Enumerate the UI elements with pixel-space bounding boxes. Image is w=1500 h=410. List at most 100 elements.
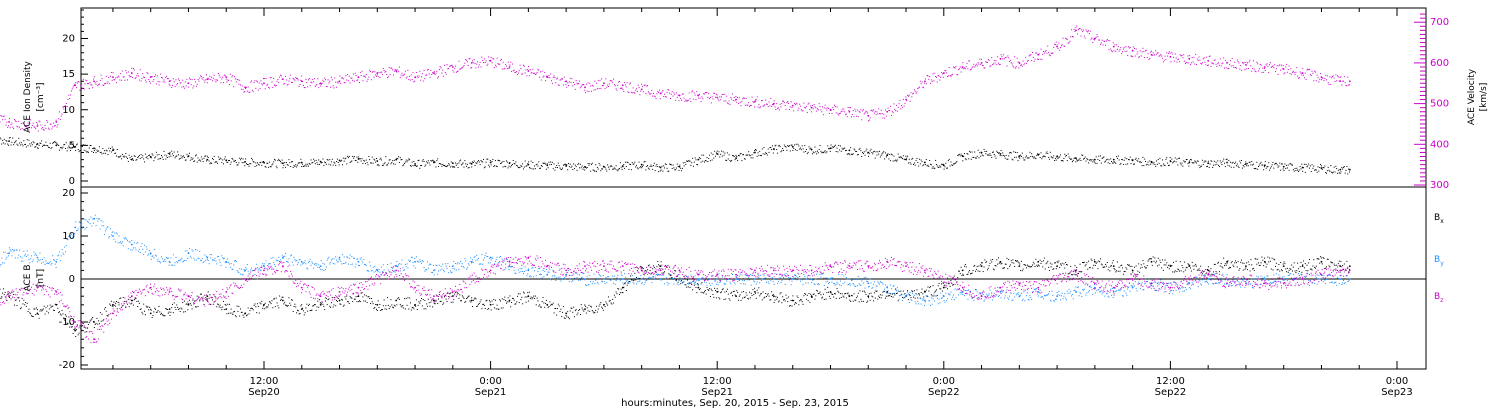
bx-sample <box>64 319 66 321</box>
bx-sample <box>112 305 114 307</box>
density-sample <box>636 167 638 169</box>
density-point <box>281 162 284 165</box>
velocity-sample <box>189 78 191 80</box>
velocity-sample <box>449 65 451 67</box>
bx-sample <box>305 307 307 309</box>
density-sample <box>1313 165 1315 167</box>
density-sample <box>1031 153 1033 155</box>
density-sample <box>1255 168 1257 170</box>
density-sample <box>234 160 236 162</box>
bx-sample <box>372 303 374 305</box>
density-sample <box>53 141 55 143</box>
velocity-sample <box>116 77 118 79</box>
bx-sample <box>59 313 61 315</box>
bx-sample <box>173 302 175 304</box>
density-sample <box>471 166 473 168</box>
bx-sample <box>1078 271 1080 273</box>
bx-sample <box>299 312 301 314</box>
bx-sample <box>302 310 304 312</box>
bx-sample <box>42 308 44 310</box>
velocity-sample <box>1297 75 1299 77</box>
bx-sample <box>602 307 604 309</box>
density-sample <box>520 164 522 166</box>
bx-sample <box>160 312 162 314</box>
bx-point <box>489 303 492 306</box>
density-sample <box>430 160 432 162</box>
density-sample <box>1257 168 1259 170</box>
velocity-sample <box>127 71 129 73</box>
density-sample <box>938 166 940 168</box>
density-sample <box>113 149 115 151</box>
density-sample <box>939 165 941 167</box>
velocity-sample <box>340 83 342 85</box>
density-sample <box>414 165 416 167</box>
velocity-sample <box>1191 57 1193 59</box>
bx-sample <box>895 288 897 290</box>
bx-sample <box>866 301 868 303</box>
density-sample <box>1185 159 1187 161</box>
density-sample <box>168 156 170 158</box>
bx-sample <box>56 304 58 306</box>
density-sample <box>1307 165 1309 167</box>
bx-point <box>1282 265 1285 267</box>
density-point <box>357 158 360 160</box>
velocity-sample <box>616 89 618 91</box>
velocity-sample <box>629 83 631 85</box>
velocity-sample <box>1084 37 1086 39</box>
density-sample <box>1263 166 1265 168</box>
density-sample <box>970 158 972 160</box>
bx-sample <box>100 320 102 322</box>
velocity-sample <box>279 74 281 76</box>
bx-sample <box>201 297 203 299</box>
density-sample <box>257 162 259 164</box>
velocity-sample <box>885 115 887 117</box>
density-sample <box>909 162 911 164</box>
bx-sample <box>281 296 283 298</box>
density-sample <box>358 156 360 158</box>
velocity-sample <box>935 76 937 78</box>
velocity-sample <box>142 73 144 75</box>
bx-sample <box>836 288 838 290</box>
velocity-sample <box>6 121 8 123</box>
velocity-sample <box>536 72 538 74</box>
density-sample <box>1309 167 1311 169</box>
velocity-point <box>1282 68 1285 70</box>
bx-point <box>1301 265 1304 267</box>
density-sample <box>1263 169 1265 171</box>
density-sample <box>1167 162 1169 164</box>
velocity-sample <box>773 100 775 102</box>
velocity-sample <box>321 82 323 84</box>
bx-sample <box>743 291 745 293</box>
velocity-sample <box>661 91 663 93</box>
density-sample <box>658 171 660 173</box>
density-sample <box>1115 162 1117 164</box>
density-sample <box>613 167 615 169</box>
velocity-sample <box>503 68 505 70</box>
density-sample <box>27 145 29 147</box>
density-sample <box>972 156 974 158</box>
bx-sample <box>251 307 253 309</box>
density-sample <box>82 144 84 146</box>
velocity-sample <box>332 85 334 87</box>
density-sample <box>1145 164 1147 166</box>
bx-sample <box>322 303 324 305</box>
density-sample <box>960 153 962 155</box>
velocity-sample <box>152 80 154 82</box>
density-sample <box>341 159 343 161</box>
velocity-sample <box>1201 63 1203 65</box>
density-sample <box>743 158 745 160</box>
bx-sample <box>345 298 347 300</box>
density-sample <box>670 164 672 166</box>
density-sample <box>1064 153 1066 155</box>
density-sample <box>773 149 775 151</box>
density-sample <box>847 153 849 155</box>
density-sample <box>517 167 519 169</box>
bx-sample <box>1142 260 1144 262</box>
density-point <box>451 162 454 165</box>
bx-sample <box>333 304 335 306</box>
bx-sample <box>493 298 495 300</box>
bx-sample <box>771 294 773 296</box>
density-sample <box>534 165 536 167</box>
velocity-sample <box>750 104 752 106</box>
velocity-sample <box>819 106 821 108</box>
